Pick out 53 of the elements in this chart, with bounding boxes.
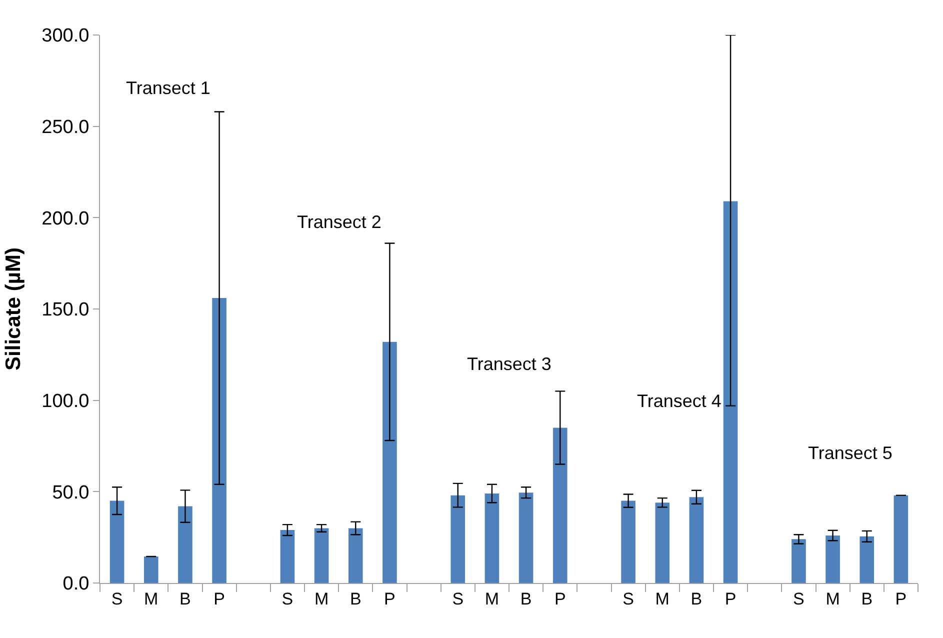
x-tick-label: S — [622, 589, 634, 608]
x-tick-label: B — [520, 589, 532, 608]
x-tick-label: M — [655, 589, 670, 608]
y-tick-label: 50.0 — [52, 482, 90, 504]
bar — [689, 497, 704, 583]
x-tick-label: S — [452, 589, 464, 608]
y-tick-label: 200.0 — [42, 208, 90, 230]
bar — [655, 502, 670, 583]
y-axis-title: Silicate (µM) — [2, 248, 25, 370]
bar — [792, 539, 806, 583]
bar — [212, 298, 226, 583]
bar — [484, 493, 500, 583]
bar — [860, 536, 874, 583]
bar — [144, 556, 158, 583]
bar — [382, 342, 397, 583]
y-tick-label: 100.0 — [42, 390, 90, 412]
bar — [450, 495, 466, 583]
annotation: Transect 4 — [637, 391, 722, 411]
y-tick-label: 0.0 — [62, 574, 90, 595]
annotation: Transect 3 — [467, 354, 552, 374]
bar — [621, 500, 636, 583]
bar — [552, 428, 568, 583]
y-tick-label: 300.0 — [42, 26, 90, 47]
bar — [348, 528, 363, 583]
x-tick-label: B — [861, 589, 873, 608]
bar — [314, 528, 329, 583]
annotation: Transect 2 — [297, 212, 382, 232]
x-tick-label: S — [111, 589, 123, 608]
x-tick-label: S — [793, 589, 804, 608]
y-tick-label: 150.0 — [42, 300, 90, 321]
annotation: Transect 1 — [126, 78, 210, 98]
bar — [723, 201, 738, 583]
x-tick-label: S — [282, 589, 294, 608]
x-tick-label: M — [144, 589, 158, 608]
bar — [894, 495, 908, 583]
x-tick-label: M — [826, 589, 840, 608]
x-tick-label: P — [384, 589, 396, 608]
bar — [826, 536, 840, 583]
x-tick-label: M — [314, 589, 329, 608]
x-tick-label: M — [484, 589, 500, 608]
x-tick-label: P — [214, 589, 225, 608]
x-tick-label: P — [554, 589, 566, 608]
x-tick-label: B — [350, 589, 362, 608]
x-tick-label: B — [180, 589, 191, 608]
x-tick-label: P — [895, 589, 907, 608]
x-tick-label: P — [724, 589, 736, 608]
y-tick-label: 250.0 — [42, 116, 90, 138]
bar — [110, 500, 124, 583]
bar — [280, 530, 295, 583]
x-tick-label: B — [690, 589, 702, 608]
bar — [518, 492, 534, 583]
bar — [178, 506, 192, 583]
annotation: Transect 5 — [808, 443, 892, 463]
